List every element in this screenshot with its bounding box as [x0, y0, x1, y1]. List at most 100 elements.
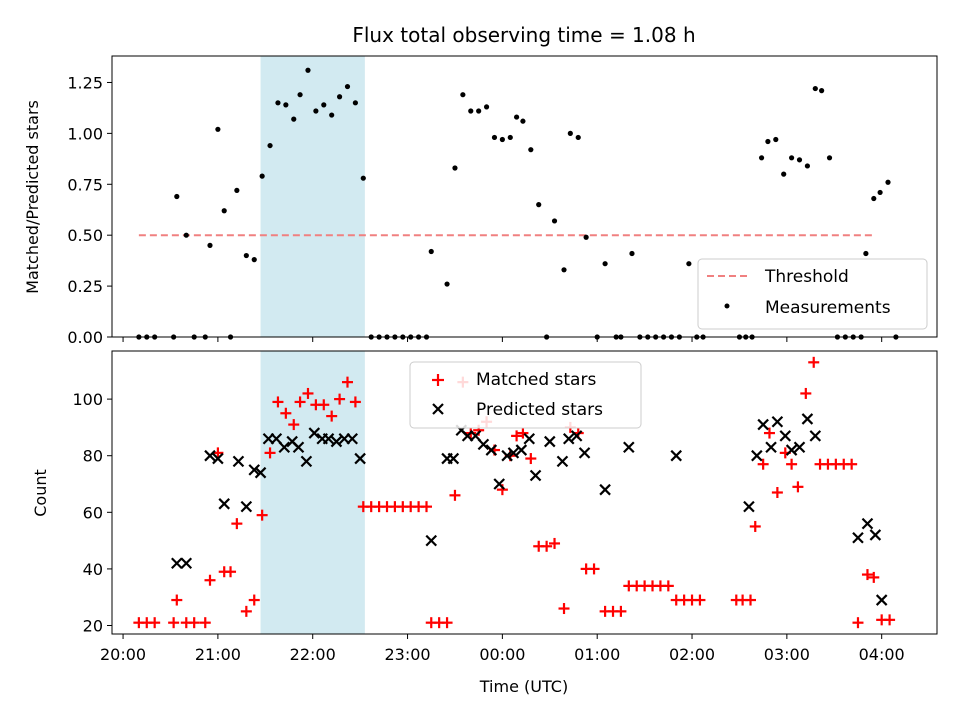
predicted-star-point: [300, 455, 313, 468]
legend-matched-swatch: [432, 374, 444, 386]
matched-star-point: [662, 580, 674, 592]
matched-star-point: [248, 594, 260, 606]
top-y-tick-label: 0.50: [67, 226, 103, 245]
matched-star-point: [199, 617, 211, 629]
measurement-point: [313, 108, 319, 114]
measurement-point: [788, 155, 795, 161]
matched-star-point: [615, 605, 627, 617]
bottom-y-tick-label: 60: [83, 503, 103, 522]
bottom-legend-box: [409, 361, 642, 429]
measurement-point: [460, 92, 466, 98]
measurement-point: [444, 281, 450, 287]
measurement-point: [686, 261, 692, 267]
predicted-star-point: [507, 447, 520, 459]
measurement-point: [551, 218, 558, 224]
measurement-point: [885, 179, 891, 185]
matched-star-point: [525, 453, 537, 465]
predicted-star-point: [254, 466, 267, 479]
matched-star-point: [288, 419, 300, 431]
predicted-star-point: [346, 432, 359, 445]
matched-star-point: [808, 356, 820, 368]
legend-threshold-label: Threshold: [764, 267, 849, 287]
top-y-tick-label: 1.25: [67, 73, 103, 92]
measurement-point: [583, 234, 589, 240]
x-axis-label: Time (UTC): [479, 677, 568, 696]
matched-star-point: [280, 407, 292, 419]
predicted-star-point: [180, 557, 193, 570]
matched-star-point: [441, 617, 453, 629]
measurement-point: [758, 155, 765, 161]
predicted-star-point: [501, 449, 513, 462]
x-tick-label: 02:00: [669, 645, 715, 664]
measurement-point: [499, 136, 505, 143]
predicted-star-point: [354, 452, 366, 465]
measurement-point: [291, 116, 297, 122]
predicted-star-point: [562, 432, 575, 445]
legend-predicted-swatch: [432, 403, 444, 415]
predicted-star-point: [765, 441, 777, 453]
measurement-point: [305, 67, 311, 73]
matched-star-point: [188, 617, 200, 629]
bottom-matched-layer: [133, 356, 896, 629]
measurement-point: [812, 85, 818, 92]
predicted-star-point: [248, 464, 261, 476]
bottom-xticks: 20:00 21:00 22:00 23:00 00:00 01:00 02:00 03:00…: [100, 634, 905, 664]
matched-star-point: [800, 387, 812, 399]
matched-star-point: [541, 540, 553, 552]
measurement-point: [877, 189, 883, 196]
measurement-point: [352, 100, 358, 106]
bottom-axes-frame: [111, 350, 938, 635]
measurement-point: [561, 267, 567, 273]
measurement-point: [275, 100, 281, 106]
matched-star-point: [318, 399, 330, 411]
measurement-point: [221, 208, 227, 214]
matched-star-point: [149, 617, 161, 629]
measurement-point: [536, 202, 542, 208]
matched-star-point: [168, 617, 180, 629]
legend-measurements-swatch: [724, 303, 730, 309]
measurement-point: [174, 193, 180, 200]
predicted-star-point: [218, 498, 230, 510]
x-tick-label: 22:00: [290, 645, 336, 664]
top-y-tick-label: 0.25: [67, 277, 103, 296]
predicted-star-point: [171, 557, 183, 570]
bottom-panel: 20 40 60 80 100 20:00 21:00 22:00 23:00 00:00 01:…: [31, 350, 938, 696]
matched-star-point: [846, 458, 858, 470]
matched-star-point: [511, 430, 523, 442]
top-highlight-span: [260, 56, 365, 337]
measurement-point: [215, 126, 221, 132]
measurement-point: [520, 118, 526, 124]
measurement-point: [629, 250, 635, 257]
x-tick-label: 01:00: [574, 645, 620, 664]
matched-star-point: [240, 605, 252, 617]
predicted-star-point: [212, 452, 224, 465]
top-xticks: [122, 337, 883, 342]
measurement-point: [528, 147, 534, 153]
predicted-star-point: [771, 415, 784, 428]
measurement-point: [283, 102, 289, 108]
x-tick-label: 21:00: [195, 645, 241, 664]
measurement-point: [819, 88, 825, 94]
measurement-point: [796, 157, 803, 163]
predicted-star-point: [322, 432, 335, 445]
bottom-legend: Matched stars Predicted stars: [409, 361, 642, 429]
measurement-point: [336, 94, 343, 100]
measurement-point: [452, 165, 458, 171]
predicted-star-point: [852, 532, 864, 544]
bottom-y-tick-label: 40: [83, 560, 103, 579]
predicted-star-point: [743, 500, 755, 513]
predicted-star-point: [578, 447, 591, 459]
predicted-star-point: [447, 452, 460, 465]
measurement-point: [468, 108, 474, 114]
matched-star-point: [294, 396, 306, 408]
measurement-point: [360, 175, 366, 181]
matched-star-point: [786, 458, 798, 470]
predicted-star-point: [599, 483, 611, 496]
matched-star-point: [558, 603, 570, 615]
predicted-star-point: [670, 449, 683, 462]
measurement-point: [826, 155, 833, 161]
matched-star-point: [861, 569, 873, 581]
matched-star-point: [204, 574, 216, 586]
